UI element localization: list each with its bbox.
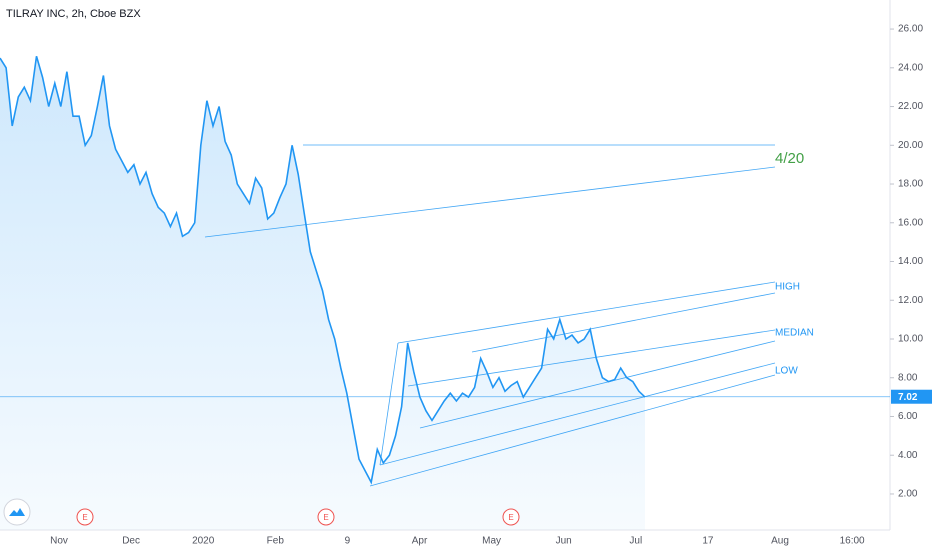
x-tick-label: May	[482, 536, 501, 547]
y-tick-label: 8.00	[898, 372, 918, 383]
x-tick-label: Nov	[50, 536, 68, 547]
pitchfork-line	[379, 342, 399, 466]
price-line	[0, 55, 646, 485]
x-tick-label: Dec	[122, 536, 140, 547]
y-tick-label: 24.00	[898, 62, 923, 73]
y-tick-label: 4.00	[898, 450, 918, 461]
y-tick-label: 6.00	[898, 411, 918, 422]
pitchfork-line	[471, 292, 776, 353]
x-tick-label: Feb	[267, 536, 285, 547]
drawings	[204, 144, 776, 487]
earnings-label: E	[323, 513, 328, 522]
earnings-marker[interactable]	[317, 508, 335, 526]
pitchfork-line	[397, 281, 776, 344]
pitchfork-line	[407, 329, 776, 387]
y-tick-label: 22.00	[898, 101, 923, 112]
y-tick-label: 10.00	[898, 334, 923, 345]
x-tick-label: 9	[345, 536, 351, 547]
x-tick-label: Apr	[412, 536, 428, 547]
y-tick-label: 26.00	[898, 24, 923, 35]
y-tick-label: 14.00	[898, 256, 923, 267]
annotation: MEDIAN	[775, 328, 814, 339]
earnings-marker[interactable]	[502, 508, 520, 526]
plot-area	[0, 55, 646, 530]
x-tick-label: Jul	[629, 536, 642, 547]
last-price-label: 7.02	[898, 392, 918, 403]
x-tick-label: 16:00	[840, 536, 865, 547]
earnings-label: E	[508, 513, 513, 522]
annotation: HIGH	[775, 282, 800, 293]
chart-title: TILRAY INC, 2h, Cboe BZX	[6, 8, 141, 20]
y-tick-label: 18.00	[898, 179, 923, 190]
trend-line	[204, 166, 776, 238]
annotation: LOW	[775, 366, 798, 377]
pitchfork-line	[369, 374, 776, 487]
pitchfork-line	[379, 362, 776, 466]
y-tick-label: 2.00	[898, 489, 918, 500]
last-price-badge	[891, 389, 932, 404]
earnings-label: E	[82, 513, 87, 522]
y-tick-label: 16.00	[898, 217, 923, 228]
x-tick-label: Jun	[556, 536, 572, 547]
earnings-marker[interactable]	[76, 508, 94, 526]
x-tick-label: Aug	[771, 536, 789, 547]
earnings-markers: E E E	[76, 508, 520, 526]
x-tick-label: 17	[702, 536, 714, 547]
logo[interactable]	[3, 498, 31, 526]
annotation: 4/20	[775, 150, 804, 167]
y-tick-label: 20.00	[898, 140, 923, 151]
pitchfork-line	[419, 340, 776, 429]
y-tick-label: 12.00	[898, 295, 923, 306]
x-tick-label: 2020	[192, 536, 215, 547]
